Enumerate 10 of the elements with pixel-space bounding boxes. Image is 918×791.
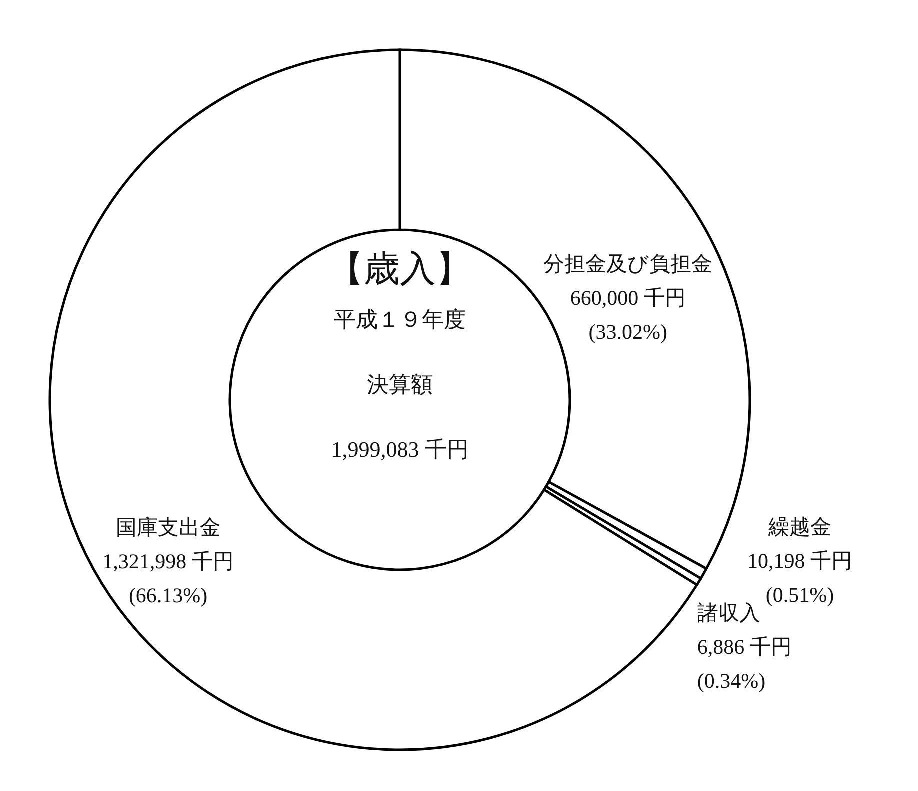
text: 決算額 xyxy=(367,372,433,397)
data-label: 1,321,998 千円 (66.13%) xyxy=(102,550,234,608)
slice-label: 繰越金 xyxy=(767,515,832,540)
slice-label: 国庫支出金 xyxy=(116,516,221,540)
text: 1,999,083 千円 xyxy=(331,437,469,462)
data-label: 660,000 千円 (33.02%) xyxy=(570,286,686,344)
text: 平成１９年度 xyxy=(334,307,466,332)
text: 【歳入】 xyxy=(328,249,472,289)
data-label: 6,886 千円 (0.34%) xyxy=(697,634,792,693)
slice-label: 分担金及び負担金 xyxy=(544,252,713,276)
